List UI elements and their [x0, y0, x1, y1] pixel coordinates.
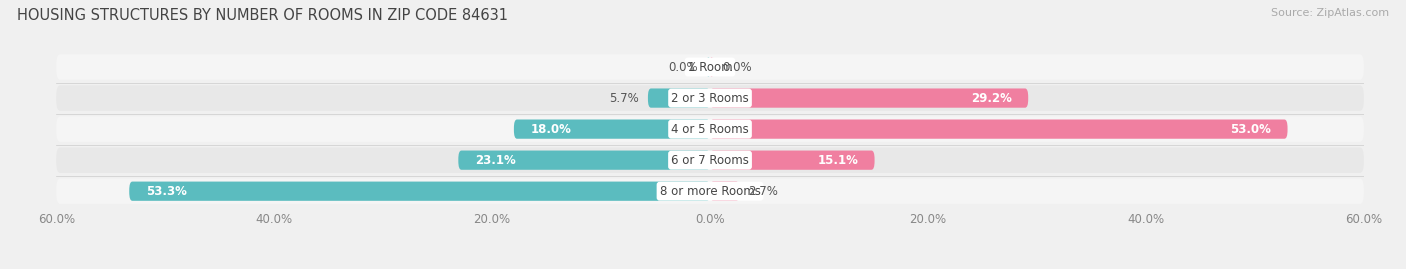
FancyBboxPatch shape [56, 54, 1364, 80]
Text: 53.0%: 53.0% [1230, 123, 1271, 136]
Text: HOUSING STRUCTURES BY NUMBER OF ROOMS IN ZIP CODE 84631: HOUSING STRUCTURES BY NUMBER OF ROOMS IN… [17, 8, 508, 23]
FancyBboxPatch shape [710, 119, 1288, 139]
FancyBboxPatch shape [56, 116, 1364, 142]
Text: 4 or 5 Rooms: 4 or 5 Rooms [671, 123, 749, 136]
FancyBboxPatch shape [710, 151, 875, 170]
Text: 0.0%: 0.0% [668, 61, 697, 73]
Text: 0.0%: 0.0% [723, 61, 752, 73]
Text: 18.0%: 18.0% [530, 123, 571, 136]
FancyBboxPatch shape [56, 178, 1364, 204]
Text: 6 or 7 Rooms: 6 or 7 Rooms [671, 154, 749, 167]
Legend: Owner-occupied, Renter-occupied: Owner-occupied, Renter-occupied [572, 264, 848, 269]
Text: 1 Room: 1 Room [688, 61, 733, 73]
FancyBboxPatch shape [56, 147, 1364, 173]
Text: 15.1%: 15.1% [817, 154, 858, 167]
Text: 2.7%: 2.7% [748, 185, 778, 198]
FancyBboxPatch shape [515, 119, 710, 139]
Text: 5.7%: 5.7% [609, 91, 640, 105]
Text: 23.1%: 23.1% [475, 154, 516, 167]
FancyBboxPatch shape [710, 89, 1028, 108]
FancyBboxPatch shape [707, 57, 710, 77]
FancyBboxPatch shape [648, 89, 710, 108]
Text: 8 or more Rooms: 8 or more Rooms [659, 185, 761, 198]
Text: 53.3%: 53.3% [146, 185, 187, 198]
Text: 2 or 3 Rooms: 2 or 3 Rooms [671, 91, 749, 105]
Text: 29.2%: 29.2% [972, 91, 1012, 105]
FancyBboxPatch shape [710, 57, 713, 77]
FancyBboxPatch shape [458, 151, 710, 170]
Text: Source: ZipAtlas.com: Source: ZipAtlas.com [1271, 8, 1389, 18]
FancyBboxPatch shape [56, 85, 1364, 111]
FancyBboxPatch shape [129, 182, 710, 201]
FancyBboxPatch shape [710, 182, 740, 201]
